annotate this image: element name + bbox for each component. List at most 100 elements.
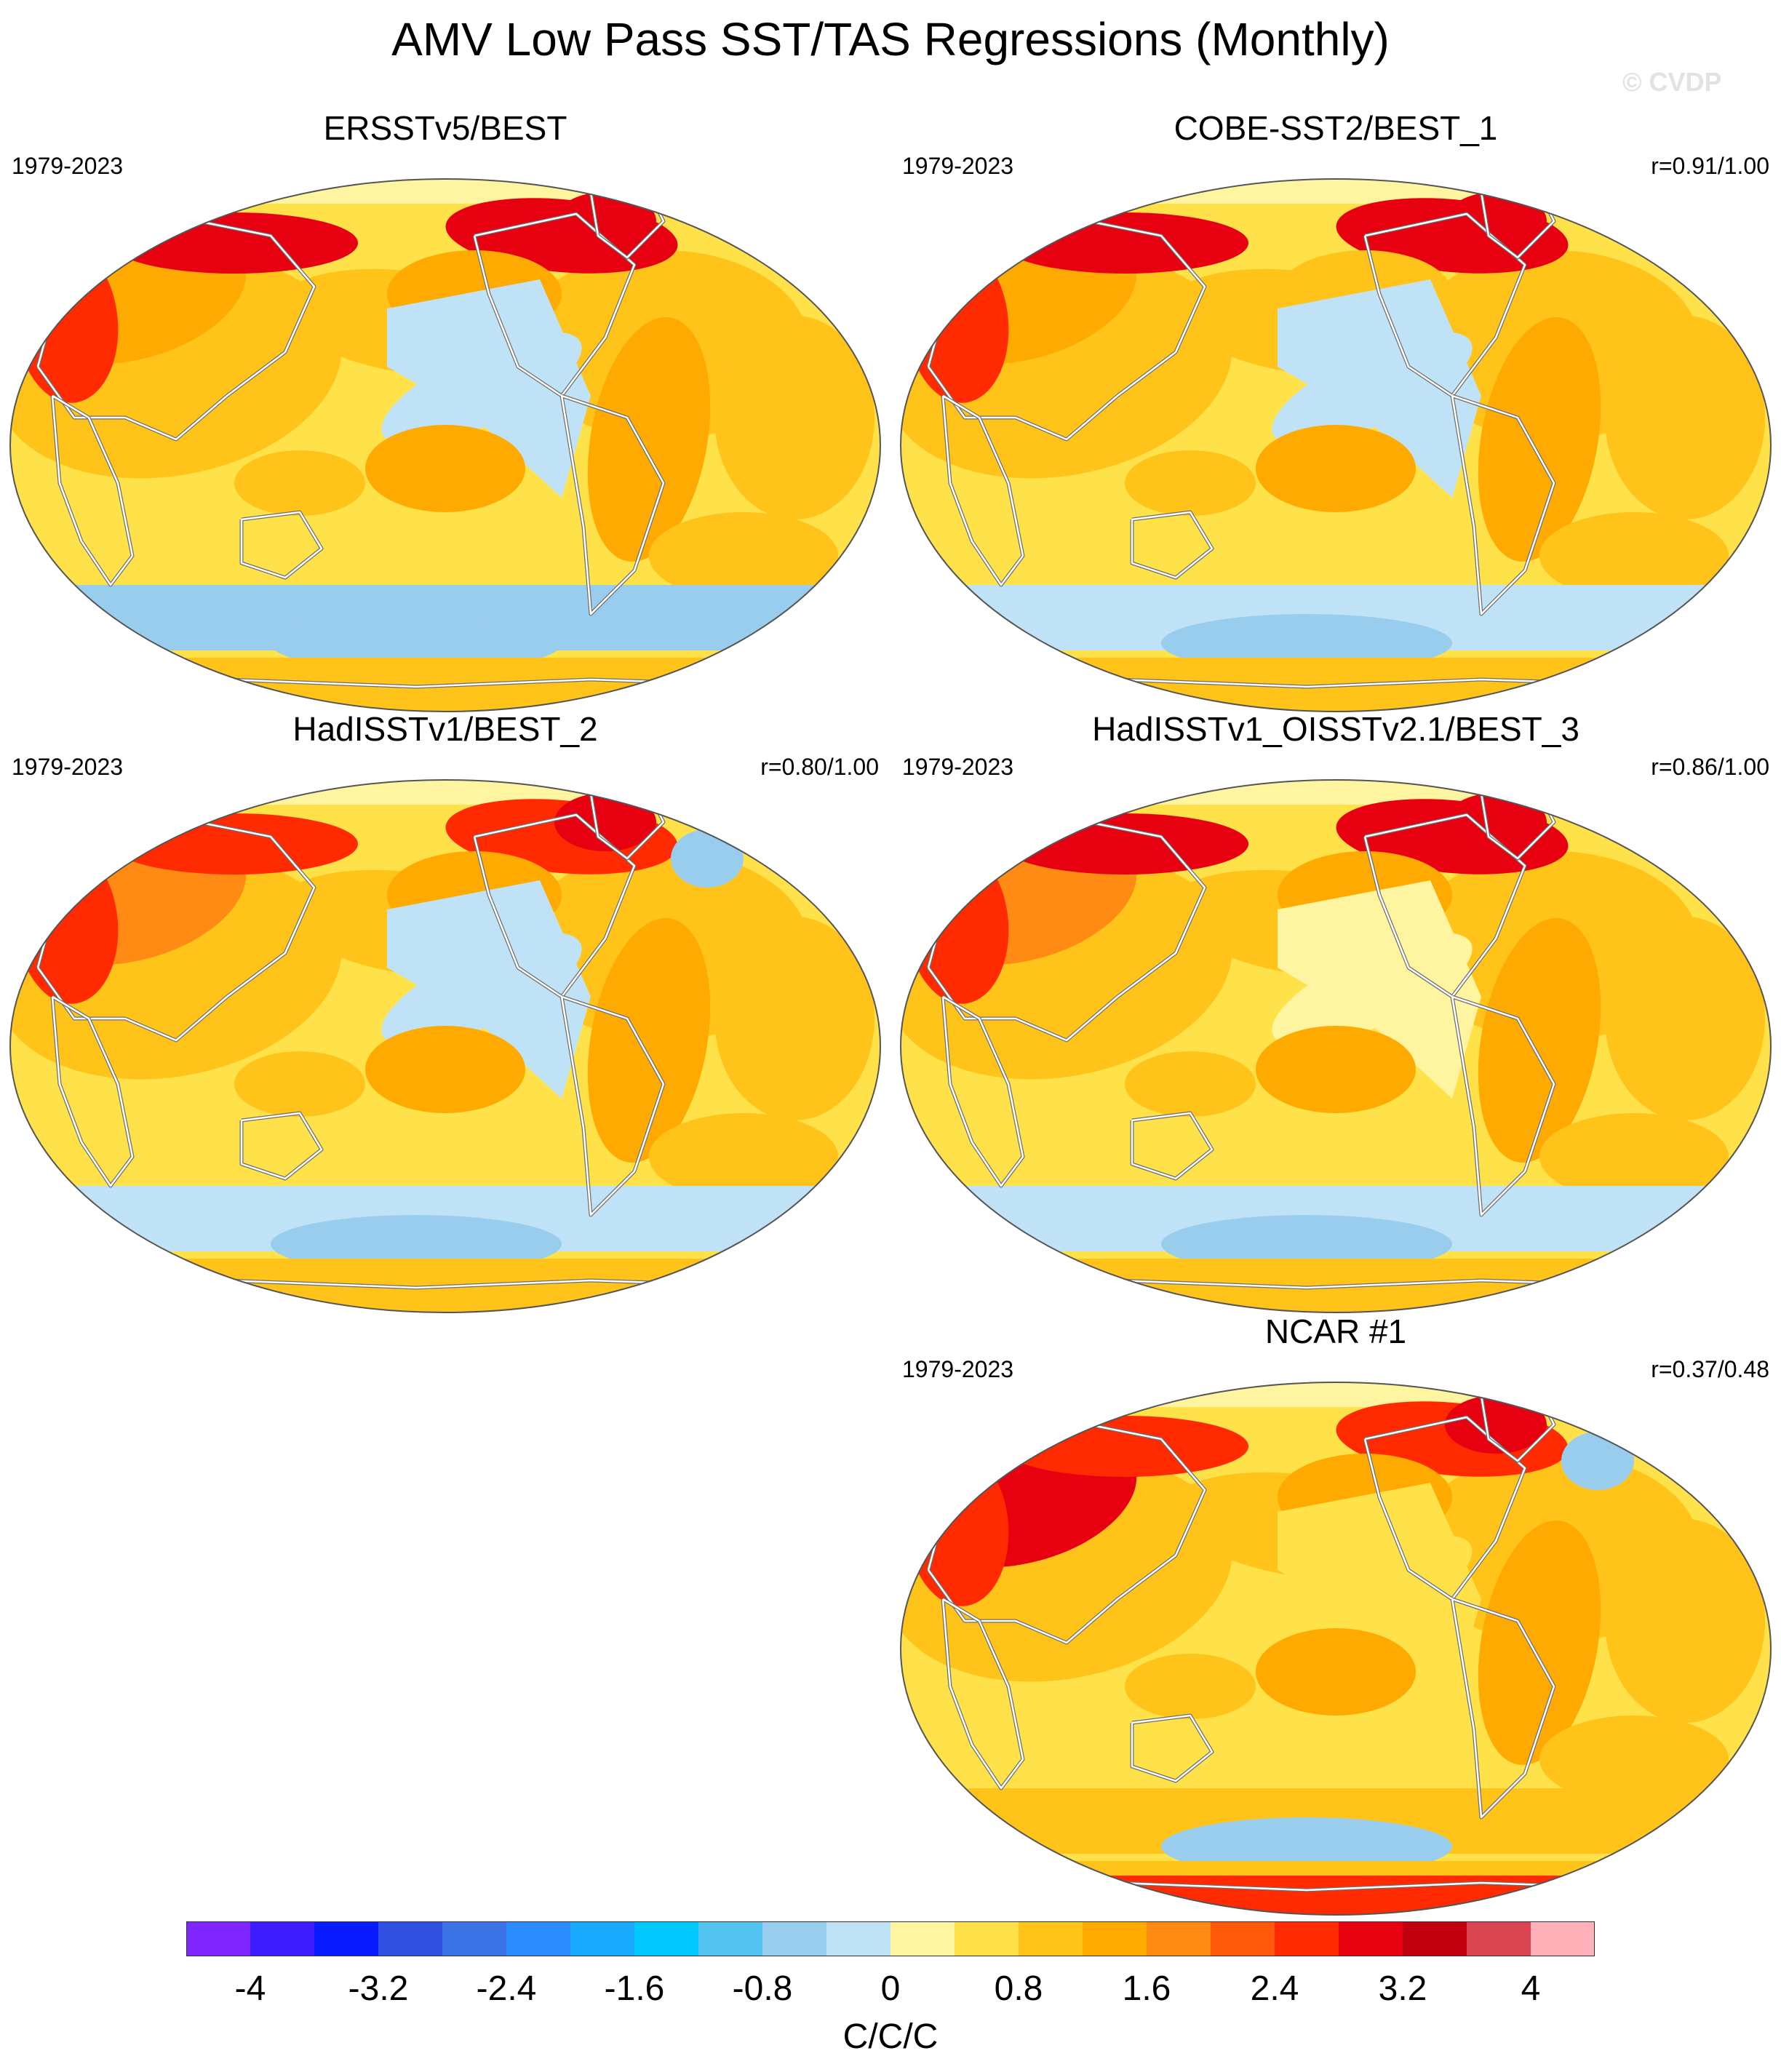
- polar-cap-north: [10, 179, 880, 204]
- coastline-south-america: [1451, 1598, 1555, 1819]
- anomaly-region: [714, 316, 874, 519]
- colorbar-swatch: [1083, 1921, 1147, 1956]
- panel-title: COBE-SST2/BEST_1: [1174, 109, 1498, 147]
- greenland-hot: [1445, 192, 1547, 250]
- map-canvas: [900, 178, 1772, 712]
- south-america-warm: [1478, 317, 1601, 562]
- colorbar-swatch: [570, 1921, 635, 1956]
- watermark: © CVDP: [1622, 67, 1722, 97]
- colorbar-swatch: [634, 1921, 699, 1956]
- coastline-north-america: [1363, 212, 1526, 397]
- coastline-north-america: [1363, 1416, 1526, 1601]
- colorbar-swatch: [1275, 1921, 1339, 1956]
- colorbar-swatch: [506, 1921, 571, 1956]
- anomaly-region: [1605, 917, 1765, 1120]
- colorbar-swatch: [314, 1921, 379, 1956]
- central-pacific-cool: [381, 332, 582, 445]
- panel-period: 1979-2023: [902, 153, 1014, 179]
- map-frame: [9, 779, 881, 1313]
- south-america-warm: [587, 317, 711, 562]
- colorbar-tick-label: 2.4: [1250, 1969, 1299, 2008]
- anomaly-region: [234, 450, 365, 516]
- south-pacific-warm: [365, 425, 525, 512]
- panel-correlation: r=0.80/1.00: [760, 754, 879, 780]
- colorbar: [186, 1921, 1595, 1956]
- panel-title: NCAR #1: [1264, 1312, 1407, 1350]
- colorbar-swatch: [1147, 1921, 1211, 1956]
- labrador-cool: [1561, 1432, 1634, 1490]
- central-pacific-cool: [1272, 332, 1473, 445]
- colorbar-swatch: [1403, 1921, 1467, 1956]
- coastline-australia: [1131, 511, 1214, 579]
- colorbar-tick-label: 1.6: [1122, 1969, 1171, 2008]
- map-canvas: [9, 779, 881, 1313]
- colorbar-swatch: [1531, 1921, 1595, 1956]
- coastline-south-america: [560, 394, 665, 615]
- siberia-hot: [1001, 212, 1248, 274]
- colorbar-swatch: [1211, 1921, 1275, 1956]
- polar-cap-north: [901, 780, 1771, 805]
- south-pacific-warm: [365, 1026, 525, 1113]
- panel-title: HadISSTv1/BEST_2: [292, 710, 598, 748]
- siberia-hot: [111, 813, 358, 874]
- colorbar-swatch: [826, 1921, 891, 1956]
- greenland-hot: [554, 192, 656, 250]
- coastline-africa: [941, 995, 1024, 1187]
- anomaly-region: [1605, 316, 1765, 519]
- coastline-australia: [1131, 1714, 1214, 1782]
- coastline-africa: [51, 995, 134, 1187]
- panel-title: ERSSTv5/BEST: [323, 109, 567, 147]
- south-pacific-warm: [1256, 1628, 1416, 1716]
- polar-cap-north: [10, 780, 880, 805]
- colorbar-swatch: [250, 1921, 315, 1956]
- colorbar-swatch: [186, 1921, 251, 1956]
- map-field: [901, 1382, 1771, 1915]
- south-america-warm: [1478, 1521, 1601, 1765]
- colorbar-frame: [186, 1921, 1595, 1956]
- colorbar-tick-label: 0.8: [994, 1969, 1043, 2008]
- coastline-africa: [51, 394, 134, 586]
- central-pacific-cool: [381, 933, 582, 1046]
- colorbar-tick-label: 3.2: [1378, 1969, 1427, 2008]
- panel-period: 1979-2023: [12, 153, 124, 179]
- siberia-hot: [1001, 813, 1248, 874]
- south-america-warm: [1478, 918, 1601, 1163]
- map-frame: [900, 779, 1772, 1313]
- colorbar-swatch: [762, 1921, 827, 1956]
- map-field: [901, 179, 1771, 712]
- panel-period: 1979-2023: [902, 754, 1014, 780]
- coastline-africa: [941, 394, 1024, 586]
- coastline-south-america: [560, 995, 665, 1216]
- map-field: [901, 780, 1771, 1312]
- map-canvas: [900, 1382, 1772, 1916]
- colorbar-tick-label: -0.8: [732, 1969, 793, 2008]
- coastline-north-america: [473, 212, 636, 397]
- colorbar-swatch: [1467, 1921, 1531, 1956]
- central-pacific-cool: [1272, 933, 1473, 1046]
- coastline-africa: [941, 1598, 1024, 1790]
- labrador-cool: [671, 829, 744, 888]
- south-pacific-warm: [1256, 425, 1416, 512]
- colorbar-swatch: [378, 1921, 443, 1956]
- anomaly-region: [1539, 1716, 1729, 1803]
- panel-period: 1979-2023: [12, 754, 124, 780]
- map-frame: [900, 1382, 1772, 1916]
- colorbar-tick-label: 0: [880, 1969, 901, 2008]
- coastline-north-america: [473, 813, 636, 998]
- siberia-hot: [111, 212, 358, 274]
- coastline-australia: [1131, 1112, 1214, 1180]
- panel-title: HadISSTv1_OISSTv2.1/BEST_3: [1092, 710, 1579, 748]
- colorbar-swatch: [1019, 1921, 1083, 1956]
- south-pacific-warm: [1256, 1026, 1416, 1113]
- anomaly-region: [1125, 1051, 1256, 1117]
- coastline-south-america: [1451, 394, 1555, 615]
- coastline-australia: [240, 1112, 323, 1180]
- figure-title: AMV Low Pass SST/TAS Regressions (Monthl…: [391, 13, 1390, 65]
- colorbar-tick-label: -1.6: [604, 1969, 665, 2008]
- colorbar-swatch: [442, 1921, 507, 1956]
- colorbar-swatch: [1339, 1921, 1403, 1956]
- panel-correlation: r=0.37/0.48: [1651, 1356, 1769, 1382]
- map-field: [10, 780, 880, 1312]
- siberia-hot: [1001, 1416, 1248, 1477]
- coastline-australia: [240, 511, 323, 579]
